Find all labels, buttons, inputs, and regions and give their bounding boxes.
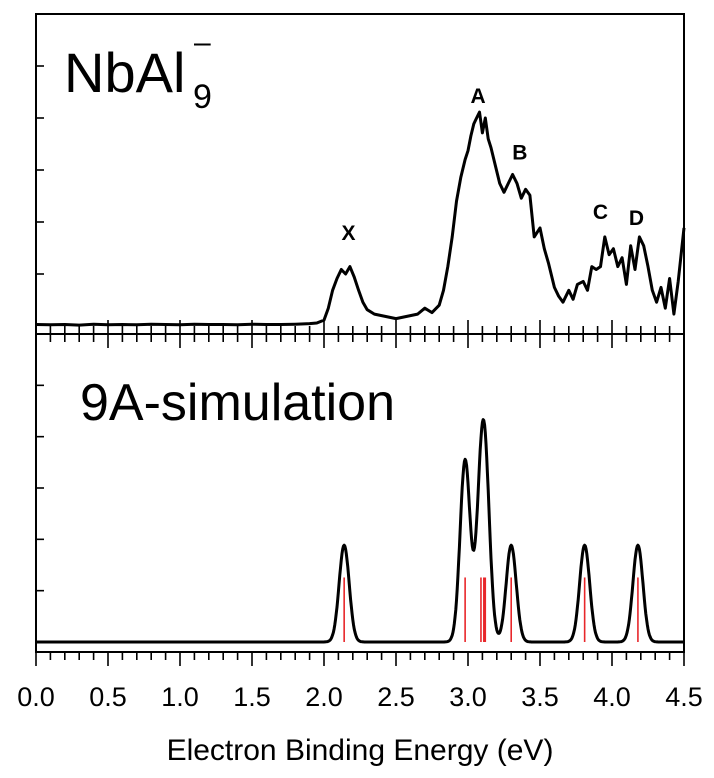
top-panel-title-superscript: – <box>194 26 211 59</box>
simulation-sticks <box>343 577 639 642</box>
x-tick-label: 2.5 <box>377 682 415 712</box>
axis-ticks <box>35 65 685 666</box>
top-panel-title: NbAl <box>64 41 185 104</box>
x-tick-labels: 0.0 0.5 1.0 1.5 2.0 2.5 3.0 3.5 4.0 4.5 <box>17 682 703 712</box>
x-tick-label: 3.5 <box>521 682 559 712</box>
x-tick-label: 1.5 <box>233 682 271 712</box>
x-tick-label: 0.5 <box>89 682 127 712</box>
peak-label-D: D <box>629 207 644 230</box>
peak-label-B: B <box>512 142 527 165</box>
top-panel-title-subscript: 9 <box>193 78 212 116</box>
top-panel: NbAl 9 – X A B C D <box>35 26 686 327</box>
x-tick-label: 4.0 <box>593 682 631 712</box>
bottom-panel-frame <box>35 333 685 653</box>
bottom-panel: 9A-simulation <box>35 374 685 644</box>
x-tick-label: 1.0 <box>161 682 199 712</box>
peak-label-A: A <box>470 85 485 108</box>
x-tick-label: 0.0 <box>17 682 55 712</box>
simulated-spectrum-line <box>35 418 685 644</box>
bottom-panel-title: 9A-simulation <box>80 374 395 432</box>
experimental-spectrum-line <box>35 110 686 327</box>
x-tick-label: 3.0 <box>449 682 487 712</box>
peak-label-X: X <box>341 222 355 245</box>
peak-label-C: C <box>593 201 608 224</box>
x-tick-label: 2.0 <box>305 682 343 712</box>
x-tick-label: 4.5 <box>665 682 703 712</box>
peak-labels: X A B C D <box>341 85 644 245</box>
x-axis-label: Electron Binding Energy (eV) <box>167 734 554 767</box>
top-panel-title-main: NbAl <box>64 41 185 104</box>
